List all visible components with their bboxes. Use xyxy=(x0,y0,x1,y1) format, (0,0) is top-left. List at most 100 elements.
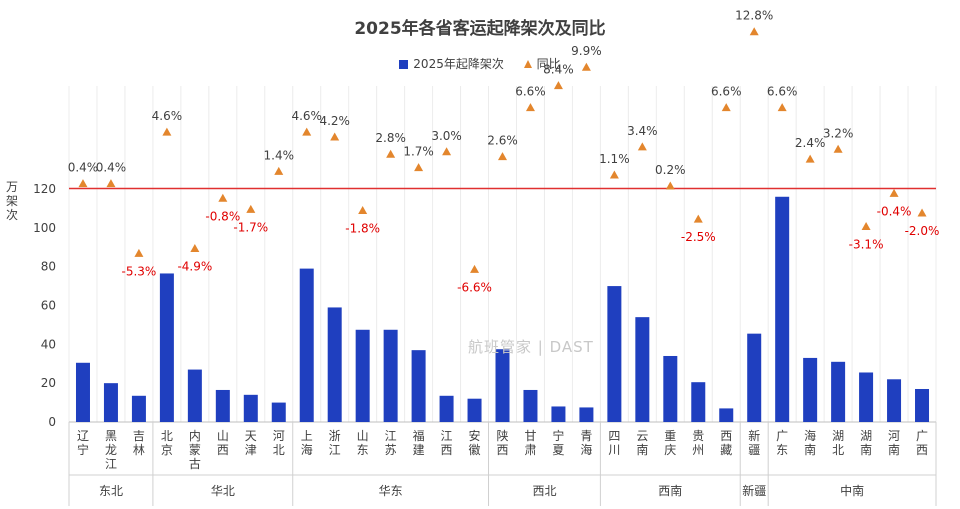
yoy-label: -0.8% xyxy=(205,209,240,223)
yoy-label: 6.6% xyxy=(767,85,798,99)
yoy-label: 2.8% xyxy=(375,131,406,145)
yoy-label: -3.1% xyxy=(849,237,884,251)
legend: 2025年起降架次 同比 xyxy=(0,55,960,72)
bar-云南 xyxy=(635,317,650,422)
yoy-label: 1.7% xyxy=(403,145,434,159)
bar-海南 xyxy=(803,357,818,422)
bar-北京 xyxy=(159,273,174,422)
x-tick-label: 陕西 xyxy=(496,428,508,457)
yoy-label: 9.9% xyxy=(571,44,602,58)
bar-黑龙江 xyxy=(103,383,118,422)
x-tick-label: 广西 xyxy=(916,429,928,457)
x-tick-label: 北京 xyxy=(161,429,173,457)
yoy-marker-重庆 xyxy=(665,181,675,190)
bar-湖南 xyxy=(859,372,874,422)
x-tick-label: 四川 xyxy=(608,429,620,457)
yoy-label: -5.3% xyxy=(122,264,157,278)
yoy-marker-内蒙古 xyxy=(190,244,200,253)
yoy-marker-上海 xyxy=(302,127,312,136)
yoy-label: 8.4% xyxy=(543,63,574,77)
group-label: 西南 xyxy=(658,483,682,498)
yoy-label: 4.6% xyxy=(291,109,322,123)
bar-天津 xyxy=(243,394,258,422)
yoy-label: 3.2% xyxy=(823,126,854,140)
bar-安徽 xyxy=(467,398,482,422)
bar-山东 xyxy=(355,329,370,422)
bar-浙江 xyxy=(327,307,342,422)
bar-四川 xyxy=(607,286,622,422)
x-tick-label: 河北 xyxy=(273,429,285,457)
yoy-marker-辽宁 xyxy=(78,179,88,188)
yoy-label: 6.6% xyxy=(711,85,742,99)
yoy-label: -4.9% xyxy=(177,260,212,274)
legend-item-bars: 2025年起降架次 xyxy=(399,55,504,72)
yoy-marker-江苏 xyxy=(386,149,396,158)
yoy-marker-山东 xyxy=(358,206,368,215)
yoy-label: -0.4% xyxy=(877,204,912,218)
yoy-marker-天津 xyxy=(246,204,256,213)
bar-湖北 xyxy=(831,361,846,422)
yoy-marker-浙江 xyxy=(330,132,340,141)
yoy-marker-河北 xyxy=(274,166,284,175)
yoy-label: 1.4% xyxy=(264,148,295,162)
yoy-marker-四川 xyxy=(609,170,619,179)
group-label: 东北 xyxy=(99,484,123,498)
yoy-label: -6.6% xyxy=(457,280,492,294)
x-tick-label: 青海 xyxy=(580,429,592,457)
y-tick-label: 120 xyxy=(33,182,56,196)
yoy-label: 4.2% xyxy=(319,114,350,128)
yoy-marker-贵州 xyxy=(693,214,703,223)
x-tick-label: 山西 xyxy=(217,429,229,457)
yoy-label: -2.0% xyxy=(905,224,940,238)
yoy-marker-宁夏 xyxy=(553,81,563,90)
watermark: 航班管家 | DAST xyxy=(468,338,594,356)
yoy-marker-广东 xyxy=(777,103,787,112)
yoy-label: 0.4% xyxy=(68,161,99,175)
x-tick-label: 江西 xyxy=(441,429,453,457)
bar-广西 xyxy=(915,388,930,422)
bar-重庆 xyxy=(663,355,678,422)
yoy-marker-海南 xyxy=(805,154,815,163)
yoy-label: 2.6% xyxy=(487,134,518,148)
x-tick-label: 浙江 xyxy=(329,429,341,457)
yoy-marker-青海 xyxy=(581,62,591,71)
group-label: 西北 xyxy=(532,484,556,498)
group-label: 新疆 xyxy=(742,483,766,498)
x-tick-label: 湖北 xyxy=(832,428,844,457)
yoy-label: 3.0% xyxy=(431,129,462,143)
yoy-marker-广西 xyxy=(917,208,927,217)
yoy-marker-甘肃 xyxy=(525,103,535,112)
x-tick-label: 辽宁 xyxy=(77,429,89,457)
bar-贵州 xyxy=(691,382,706,422)
bar-河南 xyxy=(887,379,902,422)
yoy-marker-黑龙江 xyxy=(106,179,116,188)
bar-宁夏 xyxy=(551,406,566,422)
x-tick-label: 重庆 xyxy=(664,429,676,457)
y-tick-label: 20 xyxy=(41,376,56,390)
yoy-marker-安徽 xyxy=(470,264,480,273)
bar-上海 xyxy=(299,268,314,422)
yoy-marker-河南 xyxy=(889,188,899,197)
yoy-marker-新疆 xyxy=(749,27,759,36)
bar-山西 xyxy=(215,389,230,422)
legend-label-yoy: 同比 xyxy=(536,57,561,71)
x-tick-label: 吉林 xyxy=(133,429,145,457)
yoy-marker-江西 xyxy=(442,147,452,156)
y-tick-label: 80 xyxy=(41,260,56,274)
bar-江苏 xyxy=(383,329,398,422)
group-label: 华北 xyxy=(211,484,235,498)
bar-新疆 xyxy=(747,333,762,422)
chart-title: 2025年各省客运起降架次及同比 xyxy=(354,19,606,39)
group-label: 华东 xyxy=(379,484,403,498)
x-tick-label: 湖南 xyxy=(860,428,872,457)
bar-辽宁 xyxy=(75,362,90,422)
bar-青海 xyxy=(579,407,594,422)
yoy-label: -2.5% xyxy=(681,230,716,244)
yoy-marker-西藏 xyxy=(721,103,731,112)
yoy-marker-北京 xyxy=(162,127,172,136)
bar-福建 xyxy=(411,350,426,422)
x-tick-label: 广东 xyxy=(776,429,788,457)
x-tick-label: 贵州 xyxy=(692,429,704,457)
yoy-marker-湖北 xyxy=(833,144,843,153)
y-tick-label: 0 xyxy=(48,415,56,429)
